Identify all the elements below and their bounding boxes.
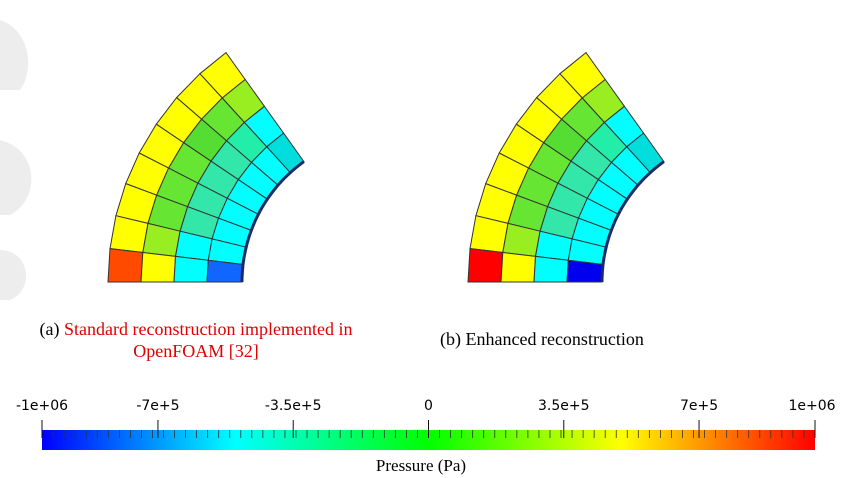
caption-b-line1: Enhanced reconstruction — [465, 329, 644, 349]
mesh-cell — [173, 255, 209, 283]
caption-a-line1: Standard reconstruction implemented in — [64, 319, 353, 339]
mesh-cell — [533, 255, 569, 283]
mesh-cell — [206, 259, 244, 283]
colorbar-gradient — [42, 430, 815, 450]
colorbar-tick-label: -3.5e+5 — [264, 398, 322, 414]
mesh-cell — [107, 248, 144, 283]
caption-panel-a: (a) Standard reconstruction implemented … — [6, 318, 386, 362]
colorbar-tick-label: 0 — [424, 398, 433, 414]
caption-a-prefix: (a) — [39, 319, 60, 339]
watermark-shapes — [0, 20, 32, 300]
mesh-boundary — [600, 160, 665, 282]
caption-a-line2: OpenFOAM [32] — [133, 341, 259, 361]
caption-panel-b: (b) Enhanced reconstruction — [440, 328, 644, 350]
mesh-cell — [500, 251, 537, 283]
mesh-boundary — [240, 160, 305, 282]
colorbar-tick-label: 3.5e+5 — [538, 398, 590, 414]
colorbar-tick-label: -1e+06 — [15, 398, 69, 414]
mesh-panel-b — [467, 51, 665, 283]
colorbar-ticks — [41, 420, 816, 438]
colorbar — [41, 420, 816, 450]
colorbar-tick-label: -7e+5 — [136, 398, 180, 414]
colorbar-tick-label: 7e+5 — [679, 398, 719, 414]
colorbar-title: Pressure (Pa) — [375, 456, 467, 475]
caption-b-prefix: (b) — [440, 329, 461, 349]
mesh-cell — [566, 259, 604, 283]
mesh-panel-a — [107, 51, 305, 283]
colorbar-tick-label: 1e+06 — [788, 398, 836, 414]
mesh-cell — [467, 248, 504, 283]
mesh-cell — [140, 251, 177, 283]
